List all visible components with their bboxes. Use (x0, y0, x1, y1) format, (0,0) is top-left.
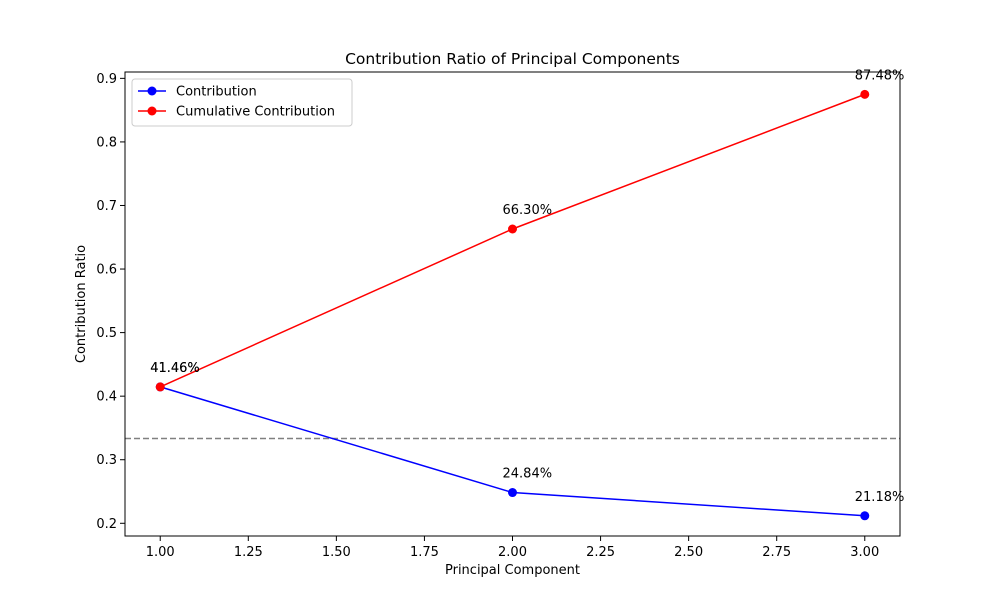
data-point (860, 89, 870, 99)
y-axis-ticks: 0.2 0.3 0.4 0.5 0.6 0.7 0.8 0.9 (96, 72, 125, 532)
y-tick-label: 0.4 (96, 390, 117, 405)
series-cumulative-contribution (155, 89, 870, 392)
y-axis-label: Contribution Ratio (74, 245, 89, 363)
data-label: 87.48% (855, 68, 905, 83)
plot-frame (124, 71, 901, 537)
x-tick-label: 1.50 (322, 545, 351, 560)
data-point (155, 382, 165, 392)
x-tick-label: 3.00 (850, 545, 879, 560)
legend-marker (147, 106, 157, 116)
chart-title: Contribution Ratio of Principal Componen… (345, 50, 680, 68)
x-tick-label: 2.25 (586, 545, 615, 560)
y-tick-label: 0.9 (96, 72, 117, 87)
x-tick-label: 1.75 (410, 545, 439, 560)
legend: Contribution Cumulative Contribution (131, 78, 353, 127)
data-point (508, 488, 517, 498)
x-tick-label: 1.25 (234, 545, 263, 560)
x-tick-label: 2.00 (498, 545, 527, 560)
y-tick-label: 0.6 (96, 263, 117, 278)
legend-box (131, 78, 353, 127)
data-label: 41.46% (150, 361, 200, 376)
y-tick-label: 0.7 (96, 199, 117, 214)
x-tick-label: 2.50 (674, 545, 703, 560)
data-point (508, 224, 517, 234)
legend-label: Contribution (176, 85, 257, 100)
data-point (860, 511, 870, 521)
data-label: 41.46% (150, 361, 200, 376)
x-axis-ticks: 1.00 1.25 1.50 1.75 2.00 2.25 2.50 2.75 3.00 (146, 536, 879, 560)
legend-label: Cumulative Contribution (176, 105, 335, 120)
data-label: 24.84% (503, 467, 553, 482)
y-tick-label: 0.8 (96, 135, 117, 150)
y-tick-label: 0.3 (96, 453, 117, 468)
x-axis-label: Principal Component (445, 563, 580, 578)
x-tick-label: 2.75 (762, 545, 791, 560)
y-tick-label: 0.5 (96, 326, 117, 341)
x-tick-label: 1.00 (146, 545, 175, 560)
legend-marker (147, 86, 157, 96)
legend-items: Contribution Cumulative Contribution (138, 85, 335, 120)
series-layer (155, 89, 870, 521)
data-label: 66.30% (503, 203, 553, 218)
y-tick-label: 0.2 (96, 517, 117, 532)
data-label: 21.18% (855, 490, 905, 505)
